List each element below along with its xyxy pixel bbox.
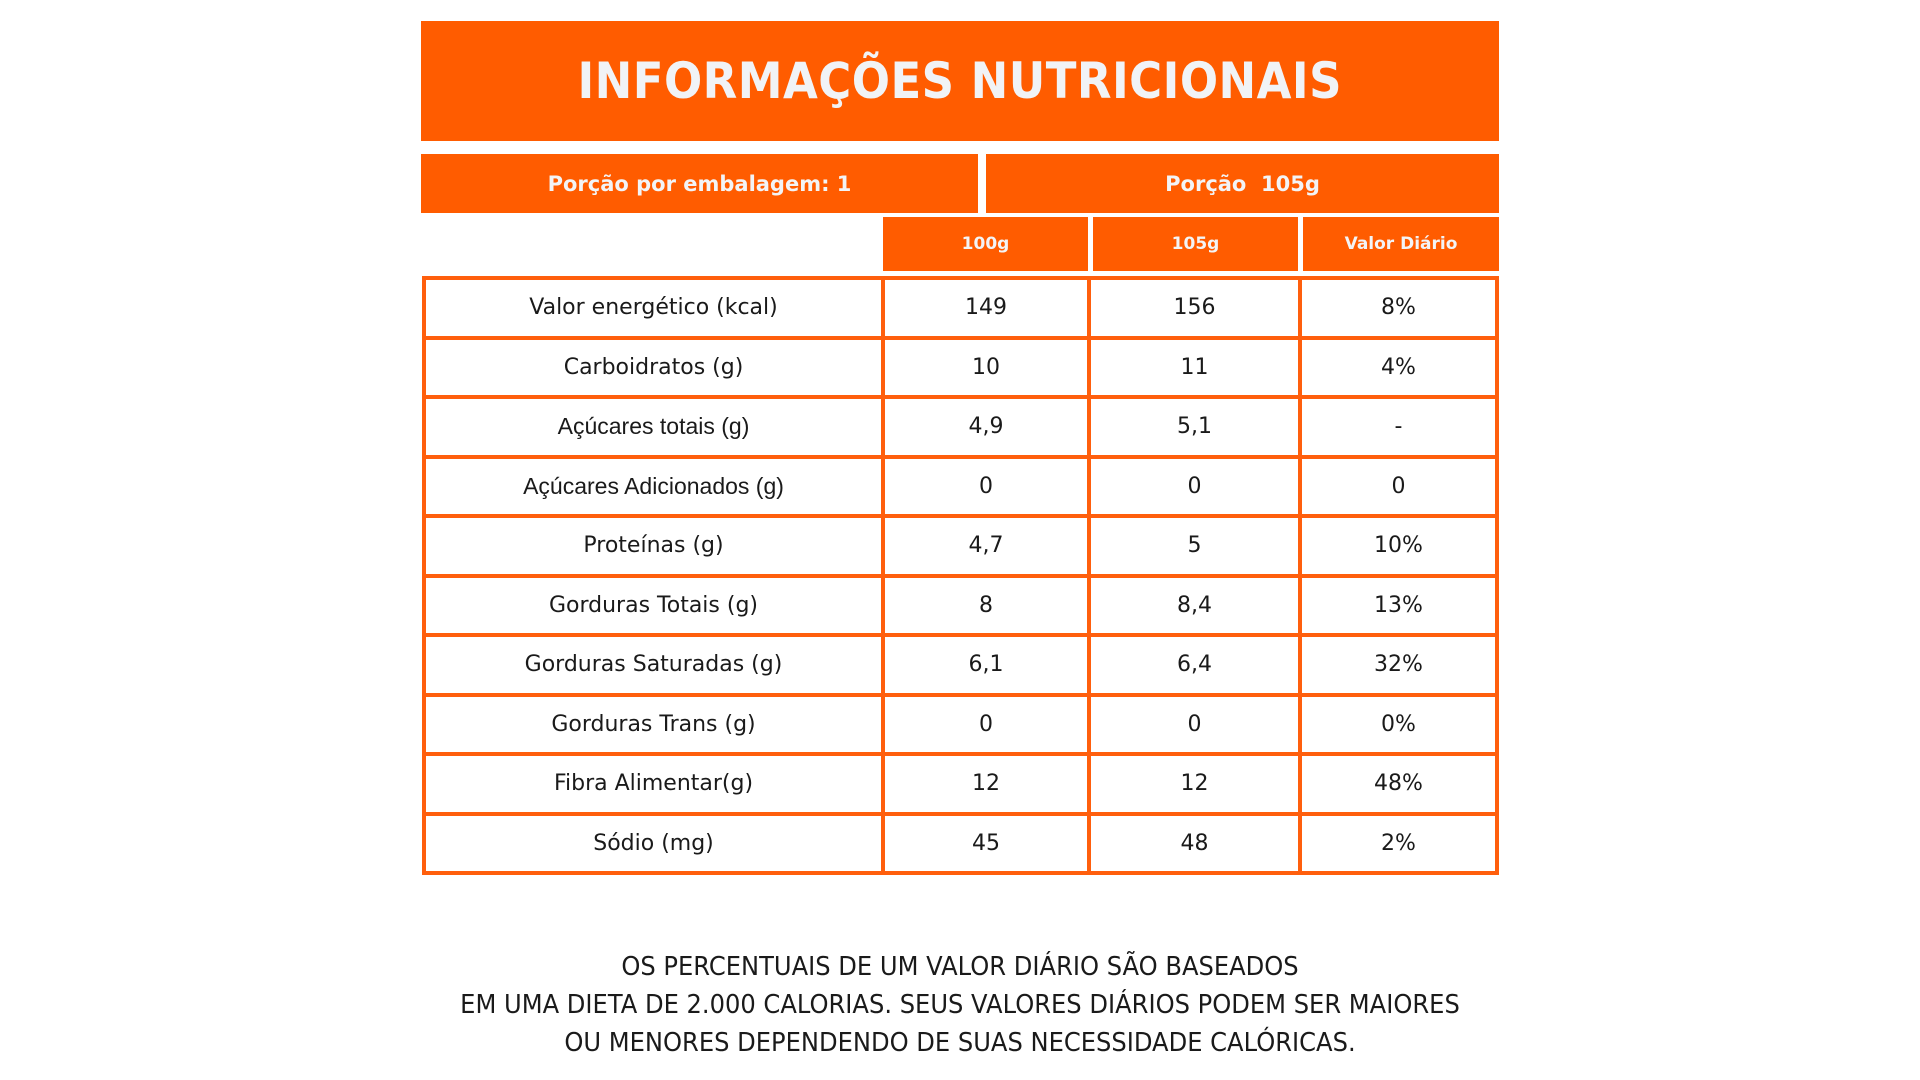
servings-per-package: Porção por embalagem: 1 <box>421 154 978 213</box>
nutrient-label: Carboidratos (g) <box>422 335 885 399</box>
nutrient-label: Gorduras Saturadas (g) <box>422 633 885 697</box>
table-row: Açúcares Adicionados (g) 0 0 0 <box>422 454 1499 518</box>
value-100g: 0 <box>881 454 1091 518</box>
footnote-line: OU MENORES DEPENDENDO DE SUAS NECESSIDAD… <box>564 1028 1356 1058</box>
value-daily: 32% <box>1298 633 1499 697</box>
table-row: Açúcares totais (g) 4,9 5,1 - <box>422 395 1499 459</box>
nutrition-table: Valor energético (kcal) 149 156 8% Carbo… <box>422 276 1499 875</box>
table-row: Fibra Alimentar(g) 12 12 48% <box>422 752 1499 816</box>
title-banner: INFORMAÇÕES NUTRICIONAIS <box>421 21 1499 141</box>
table-row: Proteínas (g) 4,7 5 10% <box>422 514 1499 578</box>
servings-per-package-label: Porção por embalagem: 1 <box>547 171 852 196</box>
serving-size-label: Porção 105g <box>1165 171 1320 196</box>
column-header-100g-label: 100g <box>961 234 1010 254</box>
column-header-105g-label: 105g <box>1171 234 1220 254</box>
footnote-line: EM UMA DIETA DE 2.000 CALORIAS. SEUS VAL… <box>460 990 1460 1020</box>
value-daily: - <box>1298 395 1499 459</box>
value-100g: 8 <box>881 573 1091 637</box>
value-100g: 149 <box>881 276 1091 340</box>
column-header-daily-value-label: Valor Diário <box>1344 234 1458 254</box>
column-header-105g: 105g <box>1093 217 1298 271</box>
table-row: Sódio (mg) 45 48 2% <box>422 811 1499 875</box>
value-105g: 6,4 <box>1087 633 1302 697</box>
nutrient-label: Açúcares Adicionados (g) <box>422 454 885 518</box>
value-100g: 45 <box>881 811 1091 875</box>
nutrient-label: Gorduras Totais (g) <box>422 573 885 637</box>
value-105g: 5 <box>1087 514 1302 578</box>
table-row: Valor energético (kcal) 149 156 8% <box>422 276 1499 340</box>
nutrient-label: Gorduras Trans (g) <box>422 692 885 756</box>
value-100g: 10 <box>881 335 1091 399</box>
column-header-100g: 100g <box>883 217 1088 271</box>
value-100g: 0 <box>881 692 1091 756</box>
nutrient-label: Fibra Alimentar(g) <box>422 752 885 816</box>
nutrient-label: Valor energético (kcal) <box>422 276 885 340</box>
value-105g: 48 <box>1087 811 1302 875</box>
value-daily: 8% <box>1298 276 1499 340</box>
value-100g: 12 <box>881 752 1091 816</box>
value-105g: 0 <box>1087 454 1302 518</box>
value-100g: 4,9 <box>881 395 1091 459</box>
table-row: Carboidratos (g) 10 11 4% <box>422 335 1499 399</box>
value-daily: 4% <box>1298 335 1499 399</box>
value-daily: 10% <box>1298 514 1499 578</box>
table-row: Gorduras Totais (g) 8 8,4 13% <box>422 573 1499 637</box>
value-105g: 0 <box>1087 692 1302 756</box>
table-row: Gorduras Saturadas (g) 6,1 6,4 32% <box>422 633 1499 697</box>
nutrient-label: Sódio (mg) <box>422 811 885 875</box>
value-daily: 2% <box>1298 811 1499 875</box>
serving-size: Porção 105g <box>986 154 1499 213</box>
value-100g: 4,7 <box>881 514 1091 578</box>
value-105g: 11 <box>1087 335 1302 399</box>
value-105g: 156 <box>1087 276 1302 340</box>
value-daily: 0% <box>1298 692 1499 756</box>
value-105g: 12 <box>1087 752 1302 816</box>
value-daily: 0 <box>1298 454 1499 518</box>
daily-value-footnote: OS PERCENTUAIS DE UM VALOR DIÁRIO SÃO BA… <box>0 948 1920 1062</box>
table-row: Gorduras Trans (g) 0 0 0% <box>422 692 1499 756</box>
value-100g: 6,1 <box>881 633 1091 697</box>
value-daily: 48% <box>1298 752 1499 816</box>
nutrient-label: Açúcares totais (g) <box>422 395 885 459</box>
nutrient-label: Proteínas (g) <box>422 514 885 578</box>
value-daily: 13% <box>1298 573 1499 637</box>
footnote-line: OS PERCENTUAIS DE UM VALOR DIÁRIO SÃO BA… <box>621 952 1299 982</box>
value-105g: 5,1 <box>1087 395 1302 459</box>
value-105g: 8,4 <box>1087 573 1302 637</box>
column-header-daily-value: Valor Diário <box>1303 217 1499 271</box>
page-title: INFORMAÇÕES NUTRICIONAIS <box>577 52 1343 110</box>
